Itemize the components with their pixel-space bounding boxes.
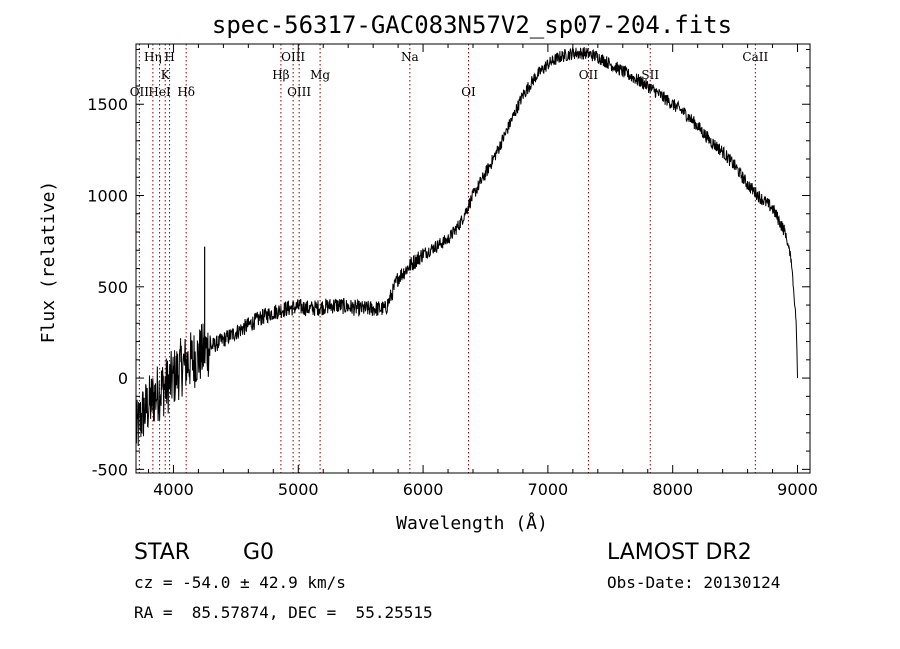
x-tick-label: 4000 [153,480,194,499]
line-marker-label: OI [461,85,476,99]
line-marker-label: OIII [287,85,311,99]
obs-date: Obs-Date: 20130124 [607,573,781,592]
line-marker-label: HeI [148,85,171,99]
y-tick-label: -500 [92,460,128,479]
object-subclass: G0 [243,540,275,565]
y-tick-label: 500 [97,278,128,297]
line-marker-label: K [161,68,171,82]
line-marker-label: OII [130,85,150,99]
line-marker-label: Hη [144,50,162,64]
y-tick-label: 1500 [87,95,128,114]
spectrum-chart: spec-56317-GAC083N57V2_sp07-204.fits OII… [38,11,818,534]
line-marker-label: SII [641,68,659,82]
emission-line-markers: OII Hη HeI KH Hδ Hβ OIII OIII Mg Na OI OII SII CaII [130,44,768,473]
x-tick-label: 7000 [528,480,569,499]
spectrum-series [135,47,798,447]
coordinates-readout: RA = 85.57874, DEC = 55.25515 [134,603,433,622]
line-marker-label: Hδ [177,85,195,99]
line-marker-label: Hβ [272,68,289,82]
line-marker-label: Na [401,50,419,64]
line-marker-label: OII [579,68,599,82]
x-axis-label: Wavelength (Å) [396,512,548,534]
survey-name: LAMOST DR2 [607,540,752,565]
line-marker-label: Mg [310,68,330,82]
object-class: STAR [134,540,191,565]
redshift-readout: cz = -54.0 ± 42.9 km/s [134,573,346,592]
axes: 4000 5000 6000 7000 8000 9000 -500 0 500 1000 1500 [87,44,818,499]
x-tick-label: 8000 [652,480,693,499]
plot-frame [135,43,811,474]
line-marker-label: H [164,50,174,64]
x-tick-label: 9000 [777,480,818,499]
y-tick-label: 1000 [87,187,128,206]
spectrum-line [135,47,798,447]
x-tick-label: 6000 [403,480,444,499]
line-marker-label: OIII [281,50,305,64]
x-tick-label: 5000 [278,480,319,499]
chart-title: spec-56317-GAC083N57V2_sp07-204.fits [212,11,732,39]
y-tick-label: 0 [118,369,128,388]
line-marker-label: CaII [742,50,768,64]
y-axis-label: Flux (relative) [38,181,59,344]
